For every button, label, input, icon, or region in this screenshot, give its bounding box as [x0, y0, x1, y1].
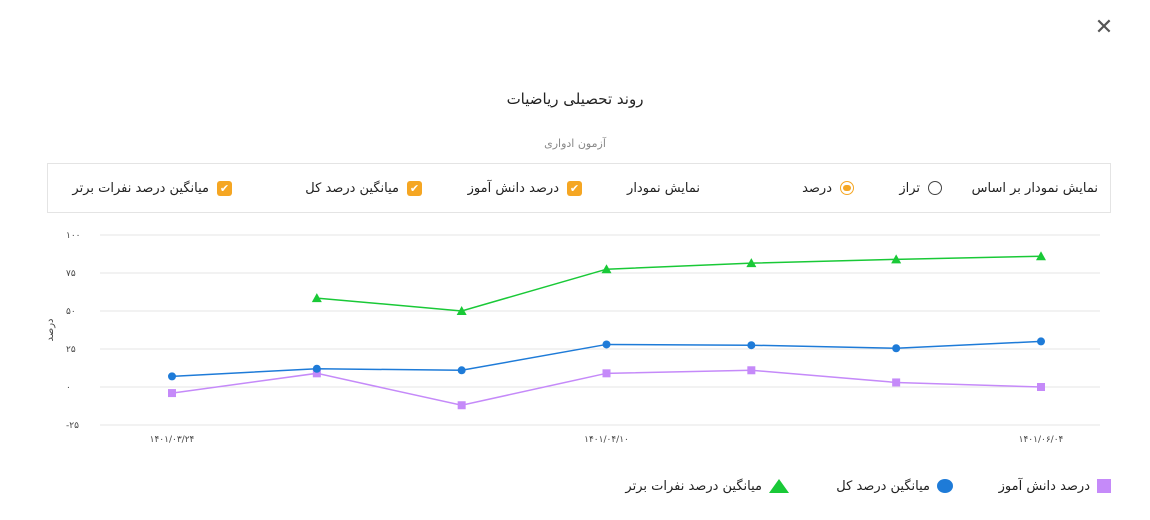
check-student[interactable]: درصد دانش آموز ✔	[468, 164, 582, 212]
legend-item-avg[interactable]: میانگین درصد کل	[836, 476, 954, 496]
data-point[interactable]	[456, 306, 467, 315]
based-on-group: نمایش نمودار بر اساس	[972, 164, 1098, 212]
legend-label-avg: میانگین درصد کل	[836, 478, 930, 494]
x-tick-label: ۱۴۰۱/۰۴/۱۰	[584, 435, 629, 445]
x-tick-label: ۱۴۰۱/۰۳/۲۴	[150, 435, 195, 445]
x-tick-labels: ۱۴۰۱/۰۳/۲۴ ۱۴۰۱/۰۴/۱۰ ۱۴۰۱/۰۶/۰۴	[150, 435, 1064, 445]
data-point[interactable]	[312, 369, 321, 378]
data-point[interactable]	[168, 389, 176, 398]
check-avg-box[interactable]: ✔	[407, 180, 422, 196]
legend-item-top[interactable]: میانگین درصد نفرات برتر	[625, 476, 790, 496]
close-icon: ✕	[1094, 15, 1114, 40]
check-student-box[interactable]: ✔	[567, 180, 582, 196]
checkmark-icon: ✔	[409, 181, 420, 195]
data-point[interactable]	[747, 366, 756, 375]
series-2	[311, 251, 1046, 315]
data-point[interactable]	[892, 378, 901, 387]
check-avg[interactable]: میانگین درصد کل ✔	[305, 164, 422, 212]
checkmark-icon: ✔	[219, 181, 230, 195]
x-tick-label: ۱۴۰۱/۰۶/۰۴	[1019, 435, 1064, 445]
show-chart-label: نمایش نمودار	[627, 180, 700, 196]
y-tick-label: ۲۵	[66, 345, 76, 355]
series-line	[316, 255, 1042, 312]
chart-options-panel: نمایش نمودار بر اساس تراز درصد نمایش نمو…	[47, 163, 1111, 213]
check-avg-label: میانگین درصد کل	[305, 180, 399, 196]
check-top-label: میانگین درصد نفرات برتر	[72, 180, 209, 196]
radio-taraz[interactable]: تراز	[899, 164, 942, 212]
data-point[interactable]	[747, 341, 756, 350]
y-tick-label: ۰	[66, 383, 71, 393]
series-1	[168, 337, 1045, 381]
check-student-label: درصد دانش آموز	[467, 180, 559, 196]
based-on-label: نمایش نمودار بر اساس	[971, 180, 1098, 196]
check-top[interactable]: میانگین درصد نفرات برتر ✔	[72, 164, 232, 212]
y-tick-label: ۵۰	[66, 307, 76, 317]
data-point[interactable]	[311, 293, 322, 303]
y-tick-label: ۱۰۰	[66, 231, 81, 241]
square-icon	[1097, 479, 1111, 493]
radio-taraz-circle[interactable]	[928, 181, 942, 195]
chart-title: روند تحصیلی ریاضیات	[506, 90, 644, 108]
radio-percent-circle[interactable]	[840, 181, 854, 195]
radio-percent-label: درصد	[802, 180, 832, 196]
data-point[interactable]	[1036, 251, 1046, 261]
data-point[interactable]	[602, 369, 611, 378]
circle-icon	[937, 479, 953, 493]
show-chart-group: نمایش نمودار	[627, 164, 700, 212]
data-point[interactable]	[457, 401, 466, 410]
data-point[interactable]	[168, 372, 176, 381]
data-point[interactable]	[746, 258, 757, 268]
y-tick-label: -۲۵	[66, 421, 79, 431]
checkmark-icon: ✔	[569, 181, 580, 195]
legend-label-student: درصد دانش آموز	[998, 478, 1090, 494]
y-tick-labels: -۲۵ ۰ ۲۵ ۵۰ ۷۵ ۱۰۰	[66, 231, 81, 431]
chart-subtitle: آزمون ادواری	[544, 137, 606, 150]
data-point[interactable]	[892, 344, 901, 353]
triangle-icon	[769, 479, 789, 493]
data-point[interactable]	[1037, 383, 1045, 391]
data-point[interactable]	[457, 366, 466, 375]
series-0	[168, 366, 1045, 410]
y-tick-label: ۷۵	[66, 269, 76, 279]
data-point[interactable]	[1037, 337, 1045, 346]
data-point[interactable]	[601, 264, 612, 274]
radio-taraz-label: تراز	[899, 180, 920, 196]
grid-lines	[100, 234, 1100, 426]
close-button[interactable]: ✕	[1092, 16, 1116, 40]
y-axis-label: درصد	[45, 318, 56, 341]
data-point[interactable]	[602, 340, 611, 349]
data-point[interactable]	[312, 364, 321, 373]
radio-percent[interactable]: درصد	[802, 164, 854, 212]
check-top-box[interactable]: ✔	[217, 180, 232, 196]
data-point[interactable]	[891, 254, 902, 264]
legend-item-student[interactable]: درصد دانش آموز	[999, 476, 1112, 496]
legend-label-top: میانگین درصد نفرات برتر	[625, 478, 762, 494]
series-group	[168, 251, 1046, 410]
